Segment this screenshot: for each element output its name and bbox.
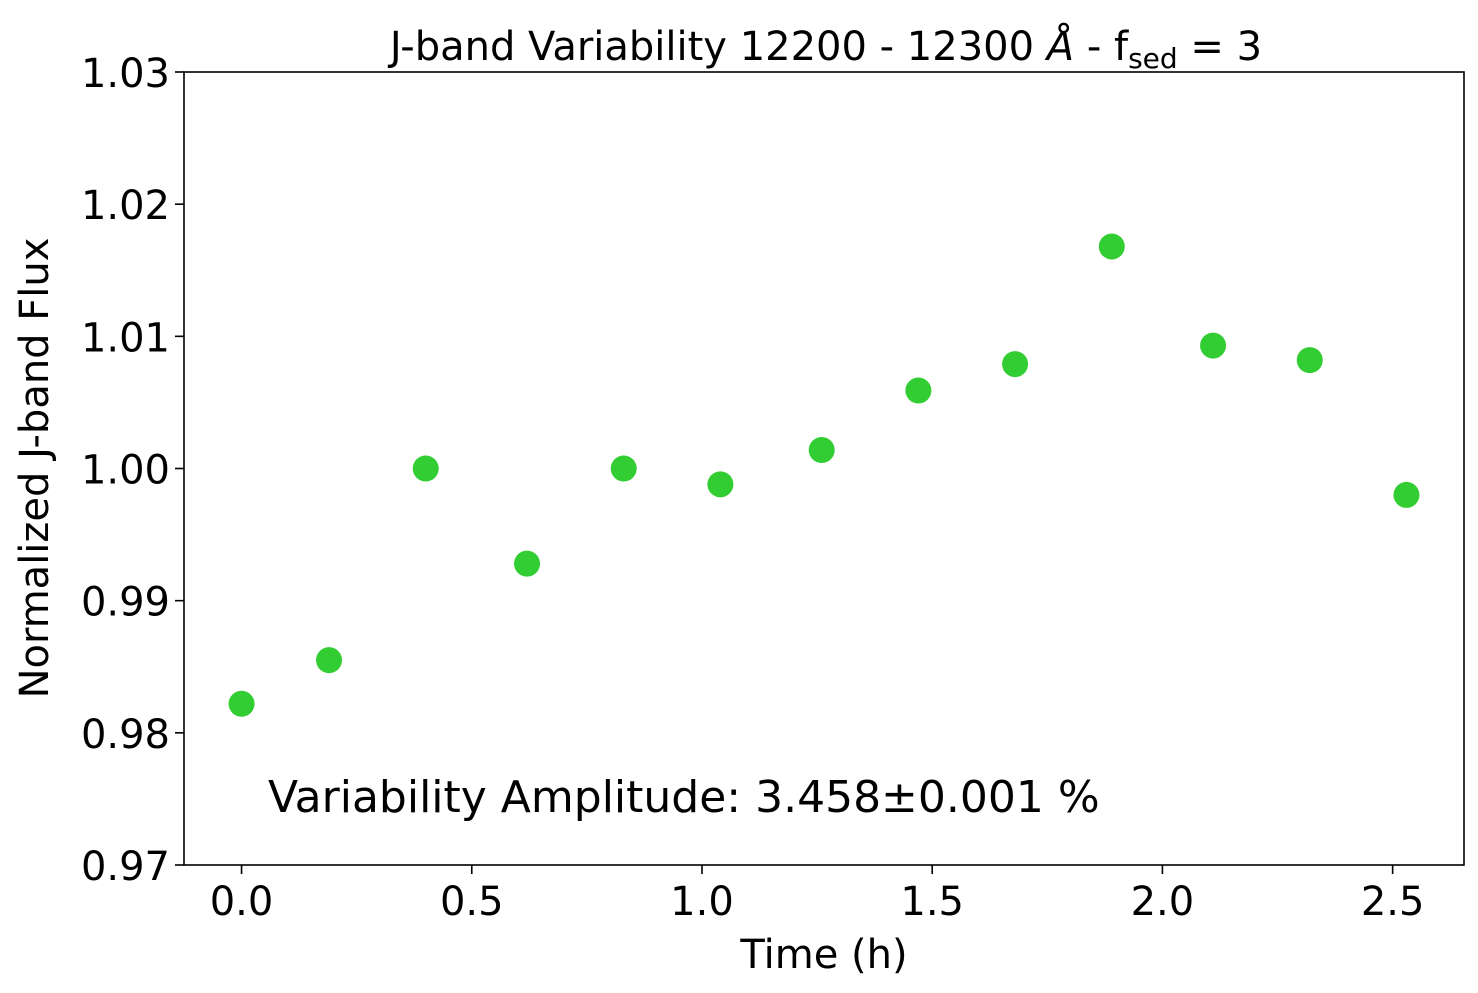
y-tick-label: 0.97 — [81, 844, 170, 890]
data-point — [1393, 481, 1420, 508]
data-point — [1200, 332, 1227, 359]
y-tick-label: 1.03 — [81, 51, 170, 97]
x-tick-label: 2.0 — [1131, 879, 1195, 925]
data-point — [808, 436, 835, 463]
y-tick-label: 1.01 — [81, 315, 170, 361]
data-point — [228, 690, 255, 717]
y-tick-label: 0.98 — [81, 712, 170, 758]
data-point — [905, 377, 932, 404]
x-axis-label: Time (h) — [739, 932, 907, 978]
data-point — [1098, 233, 1125, 260]
chart-title-sep: - f — [1074, 24, 1129, 70]
variability-amplitude-annotation: Variability Amplitude: 3.458±0.001 % — [268, 772, 1100, 823]
y-tick-label: 1.02 — [81, 183, 170, 229]
chart-title-angstrom: Å — [1044, 22, 1074, 70]
plot-area-frame — [183, 71, 1465, 866]
x-tick-label: 0.5 — [440, 879, 504, 925]
y-tick-label: 0.99 — [81, 580, 170, 626]
y-tick-label: 1.00 — [81, 448, 170, 494]
data-point — [412, 455, 439, 482]
data-point — [707, 471, 734, 498]
chart-title: J-band Variability 12200 - 12300 Å - fse… — [387, 22, 1262, 75]
chart-title-subscript: sed — [1128, 42, 1178, 75]
chart-title-suffix: = 3 — [1178, 24, 1262, 70]
y-axis: 0.97 0.98 0.99 1.00 1.01 1.02 1.03 — [81, 51, 184, 890]
x-tick-label: 2.5 — [1361, 879, 1425, 925]
data-point — [610, 455, 637, 482]
data-point — [1002, 351, 1029, 378]
chart-title-main: J-band Variability 12200 - 12300 — [387, 24, 1047, 70]
x-tick-label: 1.5 — [900, 879, 964, 925]
data-point — [316, 647, 343, 674]
x-axis: 0.0 0.5 1.0 1.5 2.0 2.5 — [210, 865, 1425, 925]
x-tick-label: 0.0 — [210, 879, 274, 925]
data-points — [228, 233, 1420, 717]
data-point — [514, 550, 541, 577]
y-axis-label: Normalized J-band Flux — [12, 238, 58, 699]
data-point — [1296, 347, 1323, 374]
x-tick-label: 1.0 — [670, 879, 734, 925]
